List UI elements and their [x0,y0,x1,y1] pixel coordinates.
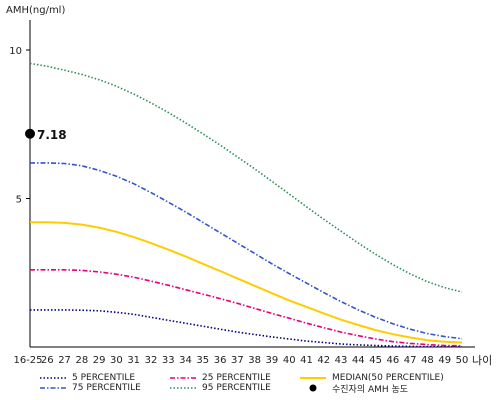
marker-layer: 7.18 [25,128,67,142]
legend-label: 5 PERCENTILE [72,373,136,383]
legend-item-median: MEDIAN(50 PERCENTILE) [300,372,444,384]
x-tick-label: 29 [93,355,106,366]
x-tick-label: 50 [456,355,469,366]
x-tick-label: 31 [127,355,140,366]
x-tick-label: 33 [162,355,175,366]
x-tick-label: 36 [214,355,227,366]
x-tick-label: 26 [41,355,54,366]
x-tick-label: 28 [75,355,88,366]
legend-item-25-percentile: 25 PERCENTILE [170,372,271,384]
y-tick-label: 5 [16,195,22,206]
legend-swatch-25 [170,377,196,379]
patient-amh-marker [25,128,35,139]
series-layer [29,62,463,348]
x-tick-label: 47 [404,355,417,366]
legend-swatch-95 [170,387,196,389]
legend-swatch-5 [40,377,66,379]
x-tick-label: 30 [110,355,123,366]
series-line-75-percentile [30,162,463,340]
x-tick-label: 46 [387,355,400,366]
x-tick-label: 37 [231,355,244,366]
series-line-5-percentile [30,309,462,348]
legend-item-patient-amh: 수진자의 AMH 농도 [300,382,409,395]
x-tick-label: 16-25 [13,355,42,366]
series-line-25-percentile [30,268,463,347]
x-tick-label: 48 [421,355,434,366]
x-tick-label: 40 [283,355,296,366]
legend-item-5-percentile: 5 PERCENTILE [40,372,135,384]
y-ticks: 5 10 [9,46,30,206]
legend-label: 수진자의 AMH 농도 [332,384,409,395]
x-tick-label: 39 [266,355,279,366]
legend-marker-dot [309,384,317,392]
x-tick-label: 32 [145,355,158,366]
y-axis-label: AMH(ng/ml) [6,5,65,16]
x-tick-label: 43 [335,355,348,366]
x-tick-label: 44 [352,355,365,366]
legend-swatch-75 [40,387,66,389]
legend-label: 75 PERCENTILE [72,383,141,393]
legend-item-75-percentile: 75 PERCENTILE [40,382,141,394]
y-tick-label: 10 [9,46,22,57]
x-tick-label: 35 [196,355,209,366]
x-tick-label: 41 [300,355,313,366]
x-axis-label: 나이 [472,354,492,367]
legend-item-95-percentile: 95 PERCENTILE [170,382,271,394]
chart-legend: 5 PERCENTILE 25 PERCENTILE MEDIAN(50 PER… [40,372,500,400]
x-tick-label: 49 [438,355,451,366]
patient-amh-value-label: 7.18 [37,128,67,142]
legend-label: 95 PERCENTILE [202,383,271,393]
legend-label: 25 PERCENTILE [202,373,271,383]
x-tick-label: 38 [248,355,261,366]
legend-label: MEDIAN(50 PERCENTILE) [332,373,444,383]
series-line-95-percentile [29,62,463,293]
x-tick-label: 34 [179,355,192,366]
x-tick-label: 42 [317,355,330,366]
series-line-median-50-percentile [30,221,463,344]
x-tick-label: 45 [369,355,382,366]
legend-swatch-median [300,377,326,379]
x-tick-label: 27 [58,355,71,366]
